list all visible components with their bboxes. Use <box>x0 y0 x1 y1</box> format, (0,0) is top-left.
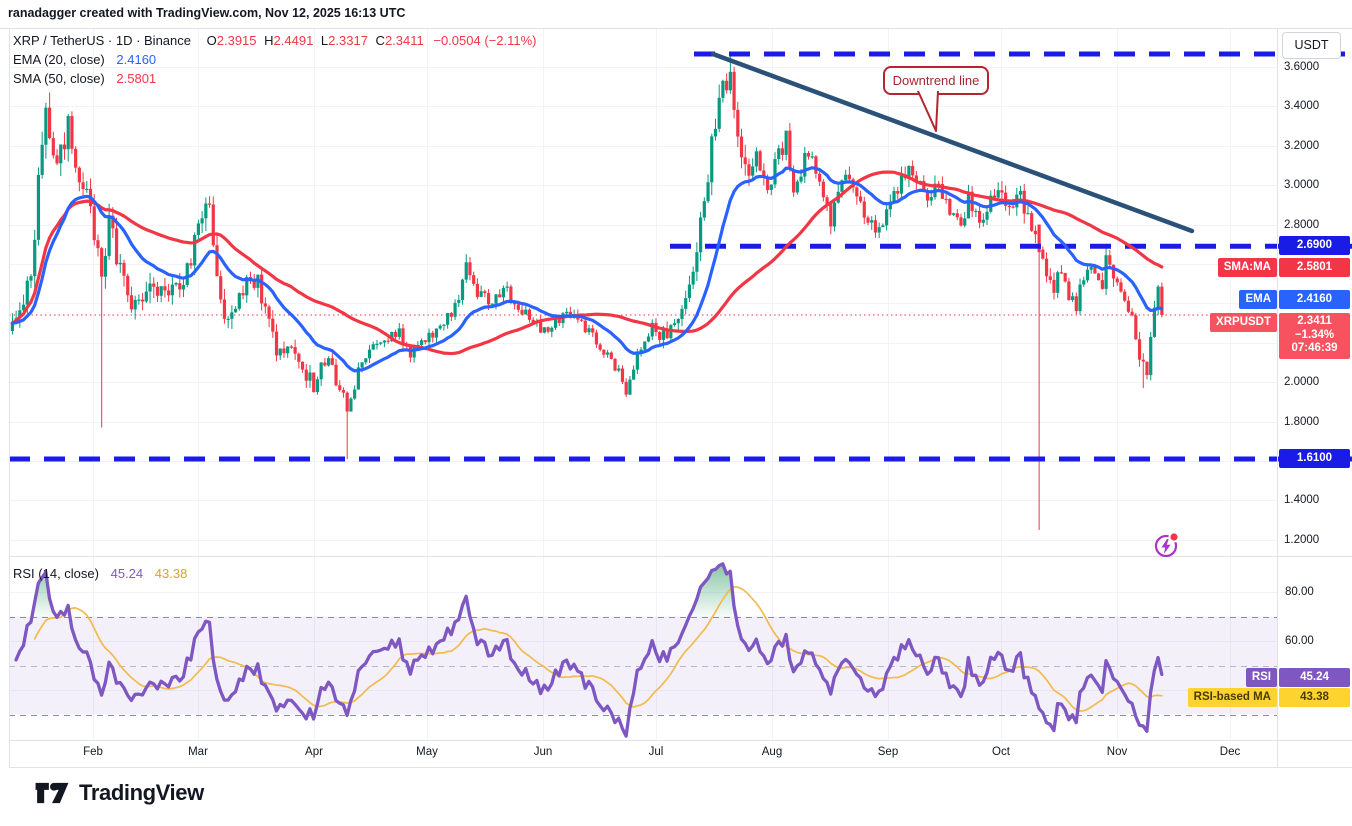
month-tick: Oct <box>992 746 1010 758</box>
sma-value: 2.5801 <box>116 71 157 86</box>
symbol-name-badge[interactable]: XRPUSDT <box>1210 313 1277 332</box>
rsi-value-badge: 45.24 <box>1279 668 1350 688</box>
close-value: 2.3411 <box>384 33 424 48</box>
sma-label: SMA (50, close) <box>13 71 105 86</box>
low-label: L <box>320 33 329 48</box>
high-value: 2.4491 <box>273 33 314 48</box>
footer[interactable]: TradingView <box>34 779 204 807</box>
sma-ma-name-badge[interactable]: SMA:MA <box>1217 257 1277 277</box>
tradingview-logo-icon <box>35 782 69 804</box>
symbol-change-pct: −1.34% <box>1294 328 1335 341</box>
change-value: −0.0504 (−2.11%) <box>433 33 537 48</box>
price-tick: 1.8000 <box>1284 415 1320 428</box>
attribution-text: ranadagger created with TradingView.com,… <box>8 6 406 20</box>
level-price-badge[interactable]: 1.6100 <box>1279 449 1350 469</box>
price-tick: 3.0000 <box>1284 179 1320 192</box>
symbol-title: XRP / TetherUS · 1D · Binance <box>13 33 191 48</box>
low-value: 2.3317 <box>328 33 368 48</box>
rsi-ma-value-badge: 43.38 <box>1279 688 1350 708</box>
rsi-tick: 80.00 <box>1285 586 1314 598</box>
close-label: C <box>375 33 385 48</box>
ema-name-badge[interactable]: EMA <box>1239 290 1277 310</box>
rsi-label: RSI (14, close) <box>13 566 99 581</box>
price-tick: 1.2000 <box>1284 533 1320 546</box>
month-tick: Apr <box>305 746 323 758</box>
flash-ideas-icon[interactable] <box>1152 530 1182 560</box>
price-tick: 2.0000 <box>1284 376 1320 389</box>
month-tick: Dec <box>1219 746 1241 758</box>
price-tick: 3.4000 <box>1284 100 1320 113</box>
currency-toggle-button[interactable]: USDT <box>1282 32 1341 59</box>
month-tick: Mar <box>188 746 208 758</box>
downtrend-callout-tail <box>917 91 939 132</box>
month-tick: Feb <box>83 746 103 758</box>
symbol-last-price: 2.3411 <box>1297 315 1332 327</box>
level-price-badge[interactable]: 2.6900 <box>1279 236 1350 256</box>
month-tick: Aug <box>761 746 783 758</box>
rsi-legend-row[interactable]: RSI (14, close) 45.24 43.38 <box>13 566 187 581</box>
month-tick: May <box>416 746 438 758</box>
bar-countdown: 07:46:39 <box>1291 342 1338 354</box>
price-tick: 2.8000 <box>1284 218 1320 231</box>
open-label: O <box>206 33 217 48</box>
ema-label: EMA (20, close) <box>13 52 105 67</box>
rsi-ma-value: 43.38 <box>154 566 188 581</box>
price-tick: 3.2000 <box>1284 139 1320 152</box>
rsi-ma-name-badge[interactable]: RSI-based MA <box>1187 688 1277 708</box>
ema-value: 2.4160 <box>116 52 157 67</box>
ema-legend-row[interactable]: EMA (20, close) 2.4160 <box>13 50 536 69</box>
month-tick: Sep <box>877 746 899 758</box>
open-value: 2.3915 <box>216 33 257 48</box>
symbol-price-badge: 2.3411 −1.34% 07:46:39 <box>1279 313 1350 359</box>
rsi-value: 45.24 <box>110 566 144 581</box>
sma-value-badge: 2.5801 <box>1279 257 1350 277</box>
month-tick: Jul <box>648 746 664 758</box>
ema-value-badge: 2.4160 <box>1279 290 1350 310</box>
tradingview-logo-text: TradingView <box>79 780 204 805</box>
rsi-name-badge[interactable]: RSI <box>1245 668 1277 688</box>
price-tick: 1.4000 <box>1284 494 1320 507</box>
price-tick: 3.6000 <box>1284 61 1320 73</box>
chart-legend: XRP / TetherUS · 1D · Binance O2.3915 H2… <box>13 31 536 88</box>
month-tick: Nov <box>1106 746 1128 758</box>
month-tick: Jun <box>533 746 553 758</box>
high-label: H <box>264 33 274 48</box>
rsi-tick: 60.00 <box>1285 635 1314 647</box>
symbol-legend-row[interactable]: XRP / TetherUS · 1D · Binance O2.3915 H2… <box>13 31 536 50</box>
sma-legend-row[interactable]: SMA (50, close) 2.5801 <box>13 69 536 88</box>
